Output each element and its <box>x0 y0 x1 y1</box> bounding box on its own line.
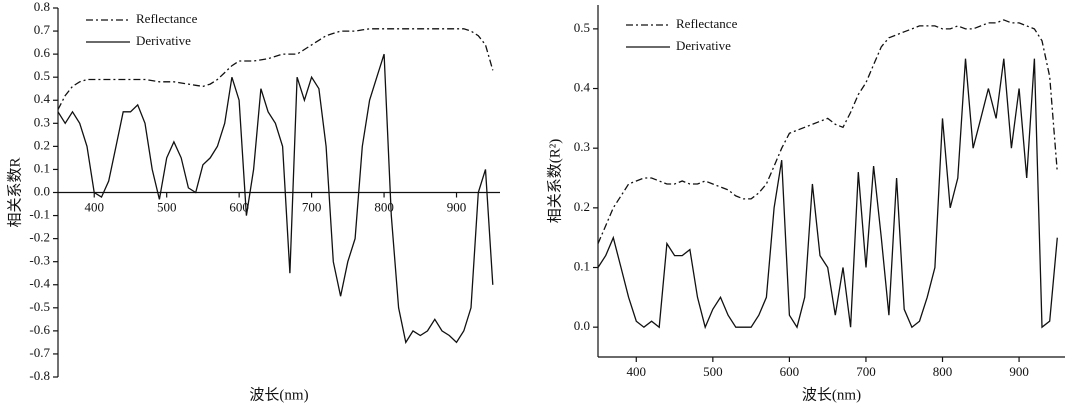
x-tick-label: 900 <box>447 199 467 214</box>
x-tick-label: 600 <box>229 199 249 214</box>
y-axis-title: 相关系数R <box>6 157 23 227</box>
y-tick-label: 0.5 <box>34 68 50 83</box>
y-tick-label: -0.7 <box>29 345 50 360</box>
y-tick-label: 0.1 <box>34 160 50 175</box>
y-tick-label: 0.3 <box>34 114 50 129</box>
y-tick-label: 0.5 <box>574 20 590 35</box>
y-tick-label: 0.2 <box>574 199 590 214</box>
y-tick-label: 0.2 <box>34 137 50 152</box>
y-tick-label: 0.4 <box>574 80 591 95</box>
data-line <box>597 58 1058 330</box>
x-tick-label: 800 <box>933 364 953 379</box>
y-tick-label: 0.3 <box>574 139 590 154</box>
x-tick-label: 400 <box>627 364 647 379</box>
x-tick-label: 900 <box>1009 364 1029 379</box>
x-tick-label: 400 <box>84 199 104 214</box>
y-tick-label: -0.4 <box>29 276 50 291</box>
y-tick-label: 0.1 <box>574 258 590 273</box>
x-axis-title: 波长(nm) <box>249 386 308 403</box>
data-line <box>57 28 494 110</box>
x-tick-label: 600 <box>780 364 800 379</box>
y-tick-label: -0.1 <box>29 207 50 222</box>
y-tick-label: 0.8 <box>34 0 50 14</box>
y-tick-label: 0.6 <box>34 45 51 60</box>
legend-label: Derivative <box>136 33 191 48</box>
x-axis-title: 波长(nm) <box>802 386 861 403</box>
data-line <box>57 53 494 345</box>
x-tick-label: 500 <box>703 364 723 379</box>
y-tick-label: -0.2 <box>29 230 50 245</box>
legend-label: Reflectance <box>136 11 198 26</box>
y-tick-label: 0.4 <box>34 91 51 106</box>
data-line <box>597 19 1058 244</box>
y-tick-label: 0.0 <box>574 318 590 333</box>
y-tick-label: 0.0 <box>34 183 50 198</box>
y-axis-title: 相关系数(R²) <box>546 139 563 224</box>
y-tick-label: -0.3 <box>29 253 50 268</box>
y-tick-label: -0.5 <box>29 299 50 314</box>
x-tick-label: 700 <box>856 364 876 379</box>
legend-label: Reflectance <box>676 16 738 31</box>
legend-label: Derivative <box>676 38 731 53</box>
y-tick-label: -0.6 <box>29 322 50 337</box>
x-tick-label: 500 <box>157 199 177 214</box>
y-tick-label: -0.8 <box>29 368 50 383</box>
y-tick-label: 0.7 <box>34 22 51 37</box>
x-tick-label: 800 <box>374 199 394 214</box>
x-tick-label: 700 <box>302 199 322 214</box>
